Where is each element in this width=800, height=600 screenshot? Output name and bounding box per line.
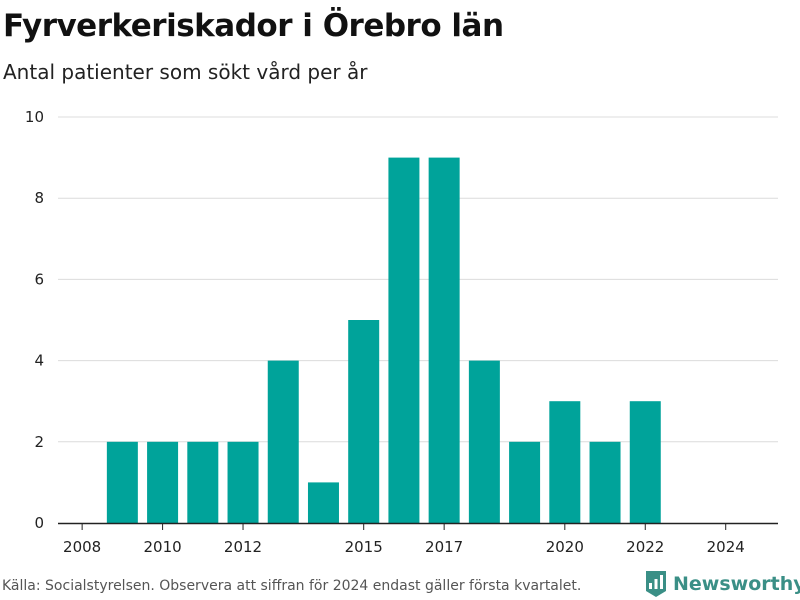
y-tick-label: 4 bbox=[34, 352, 44, 370]
axes: 0 2 4 6 8 10 2008 2010 2012 2015 2017 2020 2022 2024 bbox=[25, 108, 778, 556]
chart-subtitle: Antal patienter som sökt vård per år bbox=[3, 60, 368, 84]
bar bbox=[147, 441, 179, 523]
x-tick-label: 2008 bbox=[63, 538, 101, 556]
x-tick-label: 2022 bbox=[626, 538, 664, 556]
brand-name: Newsworthy bbox=[673, 573, 800, 595]
x-tick-label: 2015 bbox=[345, 538, 383, 556]
chart-title: Fyrverkeriskador i Örebro län bbox=[3, 8, 504, 44]
bar bbox=[187, 441, 219, 523]
x-tick-label: 2012 bbox=[224, 538, 262, 556]
bar bbox=[307, 482, 339, 523]
bar bbox=[549, 401, 581, 523]
x-tick-label: 2017 bbox=[425, 538, 463, 556]
bar bbox=[348, 320, 380, 523]
bar bbox=[267, 360, 299, 523]
y-tick-label: 0 bbox=[34, 514, 44, 532]
newsworthy-logo-icon bbox=[646, 571, 666, 597]
bar bbox=[428, 157, 460, 523]
bar bbox=[509, 441, 541, 523]
bar bbox=[388, 157, 420, 523]
x-tick-label: 2020 bbox=[546, 538, 584, 556]
bar bbox=[468, 360, 500, 523]
bar bbox=[629, 401, 661, 523]
x-tick-label: 2024 bbox=[707, 538, 745, 556]
bar bbox=[227, 441, 259, 523]
bar bbox=[589, 441, 621, 523]
bar bbox=[106, 441, 138, 523]
y-tick-label: 6 bbox=[34, 270, 44, 288]
source-note: Källa: Socialstyrelsen. Observera att si… bbox=[2, 578, 582, 594]
newsworthy-logo[interactable]: Newsworthy bbox=[645, 570, 800, 598]
y-tick-label: 8 bbox=[34, 189, 44, 207]
y-tick-label: 10 bbox=[25, 108, 44, 126]
x-tick-label: 2010 bbox=[143, 538, 181, 556]
y-tick-label: 2 bbox=[34, 433, 44, 451]
bars bbox=[106, 157, 661, 523]
